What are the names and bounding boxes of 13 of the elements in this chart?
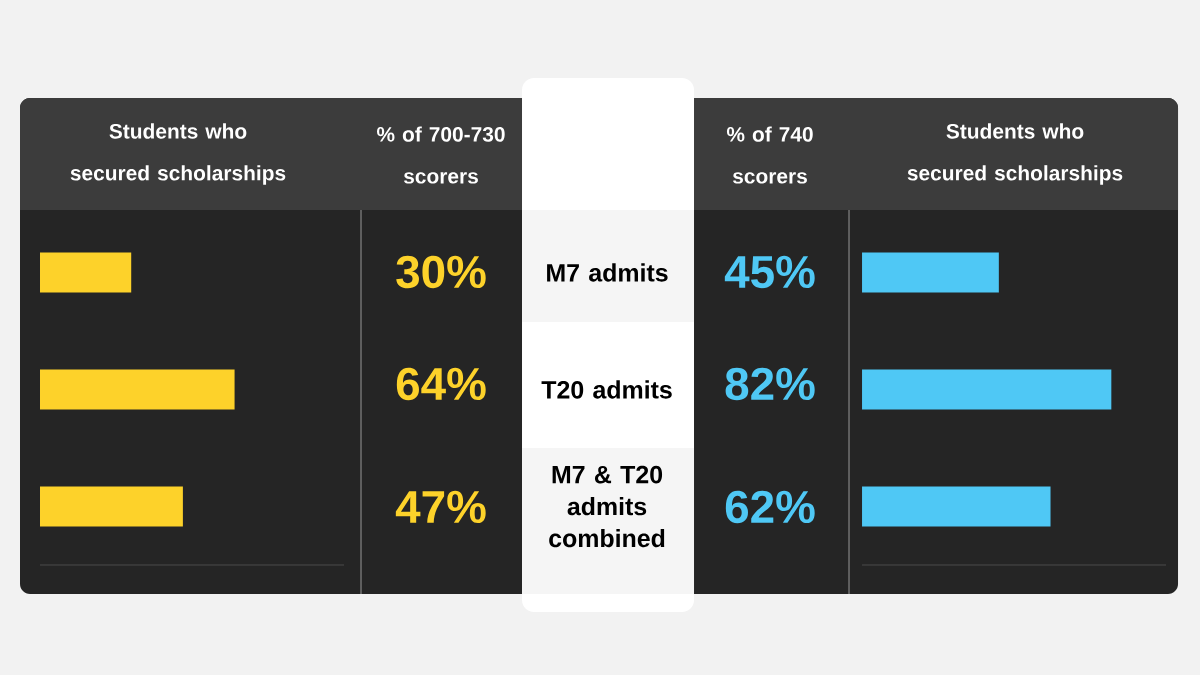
- text: % of 740 scorers: [726, 126, 813, 184]
- data-label: 82%: [725, 367, 815, 401]
- y-tick-label: M7 & T20 admits combined: [549, 465, 665, 548]
- y-tick-label: M7 admits: [547, 263, 668, 282]
- data-label: 47%: [395, 490, 486, 524]
- data-label: 30%: [396, 255, 486, 289]
- data-label: 45%: [724, 255, 815, 289]
- chart-title: Students who secured scholarships: [70, 123, 286, 185]
- chart-title: Students who secured scholarships: [907, 123, 1123, 185]
- y-tick-label: T20 admits: [541, 380, 672, 399]
- text: % of 700-730 scorers: [377, 126, 505, 184]
- data-label: 62%: [725, 490, 815, 524]
- data-label: 64%: [396, 367, 486, 401]
